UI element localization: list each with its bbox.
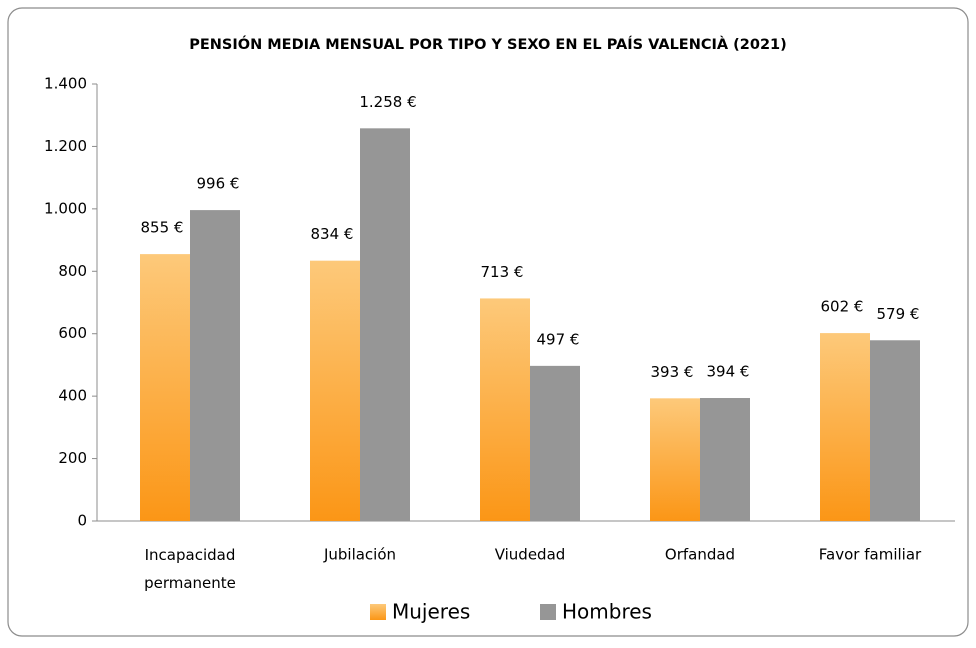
x-tick-label: Incapacidad permanente bbox=[144, 546, 236, 592]
legend-swatch bbox=[370, 604, 386, 620]
value-label: 602 € bbox=[821, 298, 864, 316]
bar bbox=[360, 128, 410, 521]
bar bbox=[700, 398, 750, 521]
bar bbox=[480, 298, 530, 521]
bar bbox=[870, 340, 920, 521]
y-tick-label: 600 bbox=[58, 324, 87, 342]
value-label: 834 € bbox=[311, 225, 354, 243]
legend-label: Mujeres bbox=[392, 600, 470, 624]
x-tick-label: Viudedad bbox=[495, 546, 566, 564]
value-label: 713 € bbox=[481, 263, 524, 281]
x-tick-label: Jubilación bbox=[323, 546, 396, 564]
bar bbox=[820, 333, 870, 521]
bar bbox=[190, 210, 240, 521]
y-tick-label: 1.200 bbox=[44, 137, 87, 155]
legend-swatch bbox=[540, 604, 556, 620]
legend-label: Hombres bbox=[562, 600, 652, 624]
value-label: 393 € bbox=[651, 363, 694, 381]
y-tick-label: 1.000 bbox=[44, 199, 87, 217]
x-tick-label: Favor familiar bbox=[819, 546, 922, 564]
value-label: 394 € bbox=[707, 363, 750, 381]
value-label: 497 € bbox=[537, 330, 580, 348]
bar bbox=[310, 260, 360, 521]
value-label: 579 € bbox=[877, 305, 920, 323]
value-label: 996 € bbox=[197, 175, 240, 193]
bar bbox=[650, 398, 700, 521]
value-label: 1.258 € bbox=[359, 93, 416, 111]
value-label: 855 € bbox=[141, 219, 184, 237]
x-tick-label: Orfandad bbox=[665, 546, 735, 564]
bar bbox=[140, 254, 190, 521]
y-tick-label: 200 bbox=[58, 449, 87, 467]
chart-title: PENSIÓN MEDIA MENSUAL POR TIPO Y SEXO EN… bbox=[189, 35, 787, 53]
y-tick-label: 0 bbox=[77, 512, 87, 530]
bar bbox=[530, 365, 580, 521]
y-tick-label: 800 bbox=[58, 262, 87, 280]
y-tick-label: 400 bbox=[58, 387, 87, 405]
y-tick-label: 1.400 bbox=[44, 75, 87, 93]
